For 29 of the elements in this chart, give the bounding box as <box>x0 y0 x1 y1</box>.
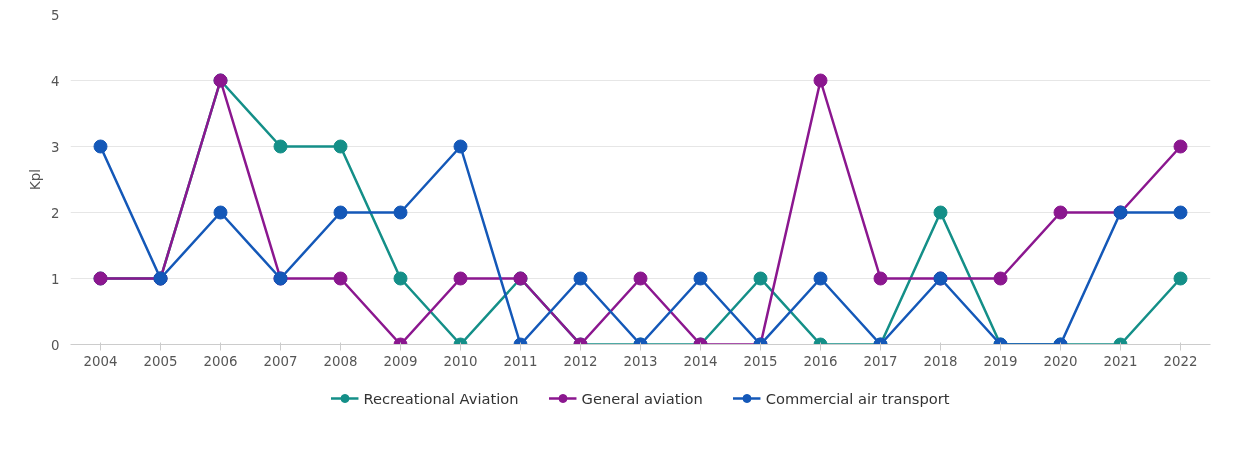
x-tick-label: 2020 <box>1043 353 1078 369</box>
x-tick-label: 2021 <box>1103 353 1138 369</box>
x-tick-label: 2018 <box>923 353 958 369</box>
x-tick-label: 2014 <box>683 353 718 369</box>
x-tick-label: 2004 <box>83 353 118 369</box>
x-tick-label: 2013 <box>623 353 658 369</box>
legend-label: Recreational Aviation <box>363 389 519 407</box>
y-tick-label: 3 <box>51 139 60 155</box>
x-tick-label: 2005 <box>143 353 178 369</box>
y-tick-label: 0 <box>51 337 60 353</box>
x-tick-label: 2006 <box>203 353 238 369</box>
x-tick-label: 2019 <box>983 353 1018 369</box>
y-tick-label: 5 <box>51 7 60 23</box>
x-tick-label: 2022 <box>1163 353 1198 369</box>
x-tick-label: 2015 <box>743 353 778 369</box>
x-tick-label: 2012 <box>563 353 598 369</box>
x-tick-label: 2008 <box>323 353 358 369</box>
x-tick-label: 2016 <box>803 353 838 369</box>
x-tick-label: 2011 <box>503 353 538 369</box>
legend-label: Commercial air transport <box>765 389 950 407</box>
legend-label: General aviation <box>581 389 703 407</box>
x-tick-label: 2010 <box>443 353 478 369</box>
y-tick-label: 2 <box>51 205 60 221</box>
x-tick-label: 2017 <box>863 353 898 369</box>
y-tick-label: 4 <box>51 73 60 89</box>
x-tick-label: 2007 <box>263 353 298 369</box>
y-axis-title: Kpl <box>28 169 44 190</box>
y-tick-label: 1 <box>51 271 60 287</box>
x-tick-label: 2009 <box>383 353 418 369</box>
